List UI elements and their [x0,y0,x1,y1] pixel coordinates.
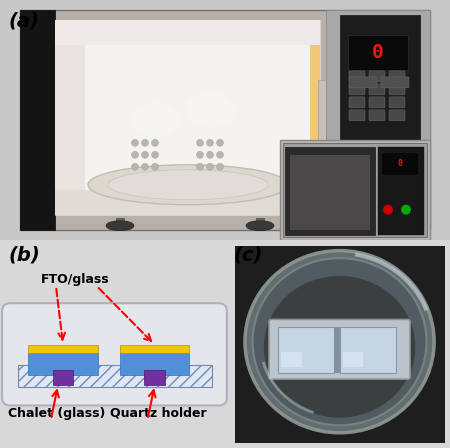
Bar [256,218,264,230]
Bar [334,327,340,373]
Bar [340,15,420,225]
Bar [326,10,430,230]
Ellipse shape [246,221,274,231]
Bar [116,218,124,230]
Text: 0: 0 [372,43,384,62]
Bar [378,147,424,235]
Circle shape [216,151,224,158]
Circle shape [207,151,213,158]
Text: (a): (a) [8,12,39,31]
Circle shape [216,163,224,170]
FancyBboxPatch shape [369,97,385,108]
Circle shape [197,139,203,146]
Bar [280,140,430,240]
Bar [281,352,302,367]
Circle shape [131,139,139,146]
Bar [285,147,375,235]
Circle shape [207,163,213,170]
FancyBboxPatch shape [389,110,405,121]
Circle shape [131,163,139,170]
Bar [20,10,55,230]
Bar [85,20,320,215]
Bar [28,345,98,353]
FancyBboxPatch shape [369,71,385,82]
Ellipse shape [106,221,134,231]
Circle shape [141,151,149,158]
FancyBboxPatch shape [349,110,365,121]
Ellipse shape [245,250,434,433]
Bar [55,190,320,215]
Text: Chalet (glass): Chalet (glass) [8,407,105,420]
Text: 0: 0 [397,159,402,168]
Bar [290,155,370,230]
Ellipse shape [108,170,268,200]
Circle shape [197,163,203,170]
FancyBboxPatch shape [349,71,365,82]
Bar [55,20,85,215]
Text: FTO/glass: FTO/glass [40,273,109,286]
Circle shape [401,205,411,215]
Bar [342,352,363,367]
Bar [144,370,165,385]
Circle shape [378,142,398,162]
Bar [120,345,189,353]
Circle shape [216,139,224,146]
FancyBboxPatch shape [349,97,365,108]
Circle shape [383,205,393,215]
FancyBboxPatch shape [2,303,227,405]
Text: (c): (c) [233,246,262,264]
Bar [278,327,334,373]
Bar [348,35,408,70]
Circle shape [152,151,158,158]
Ellipse shape [185,92,235,127]
Bar [53,370,73,385]
Bar [28,353,98,375]
Bar [310,20,320,215]
FancyBboxPatch shape [381,77,409,88]
Circle shape [152,139,158,146]
Ellipse shape [252,258,427,425]
Circle shape [131,151,139,158]
Text: Quartz holder: Quartz holder [110,407,207,420]
FancyBboxPatch shape [389,71,405,82]
Bar [318,80,326,160]
FancyBboxPatch shape [389,84,405,95]
Bar [283,143,427,237]
Bar [340,327,396,373]
FancyBboxPatch shape [349,84,365,95]
FancyBboxPatch shape [389,97,405,108]
Circle shape [207,139,213,146]
Ellipse shape [88,165,288,205]
Circle shape [152,163,158,170]
Bar [18,365,211,387]
Bar [382,153,418,175]
FancyBboxPatch shape [349,77,377,88]
Ellipse shape [130,102,180,138]
Circle shape [197,151,203,158]
FancyBboxPatch shape [269,319,410,379]
Text: (b): (b) [8,246,40,264]
Bar [55,20,320,215]
Ellipse shape [264,276,415,418]
Circle shape [141,163,149,170]
FancyBboxPatch shape [369,84,385,95]
FancyBboxPatch shape [369,110,385,121]
Bar [55,20,320,45]
Bar [120,353,189,375]
Circle shape [348,142,368,162]
Circle shape [141,139,149,146]
